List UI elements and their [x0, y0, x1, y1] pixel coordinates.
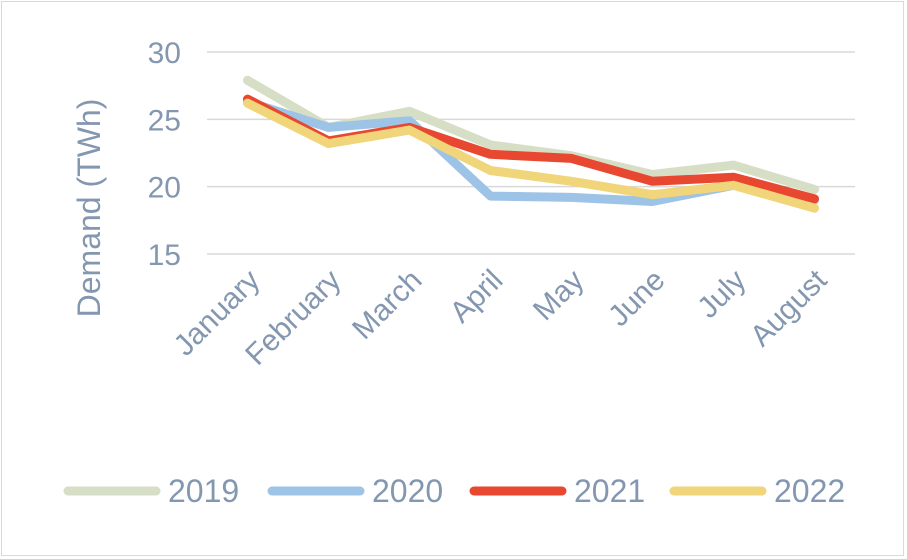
legend-item-2019: 2019 [63, 473, 239, 509]
x-tick-label: May [527, 264, 590, 327]
x-tick-label: June [602, 264, 671, 333]
y-axis-ticks: 15 20 25 30 [148, 37, 181, 272]
x-tick-label: March [346, 264, 428, 346]
series-line-2022 [243, 98, 819, 213]
y-tick-label: 15 [148, 239, 181, 272]
legend-label: 2022 [774, 473, 845, 509]
x-tick-label: April [444, 264, 510, 330]
series-lines [243, 75, 819, 213]
legend: 2019 2020 2021 2022 [63, 473, 845, 509]
y-tick-label: 20 [148, 172, 181, 205]
x-tick-label: August [744, 263, 834, 353]
legend-label: 2021 [574, 473, 645, 509]
legend-item-2022: 2022 [669, 473, 845, 509]
legend-item-2021: 2021 [469, 473, 645, 509]
legend-item-2020: 2020 [267, 473, 443, 509]
legend-label: 2019 [168, 473, 239, 509]
x-tick-label: July [691, 264, 752, 325]
legend-label: 2020 [372, 473, 443, 509]
y-tick-label: 30 [148, 37, 181, 70]
y-axis-title: Demand (TWh) [71, 99, 107, 318]
y-tick-label: 25 [148, 104, 181, 137]
